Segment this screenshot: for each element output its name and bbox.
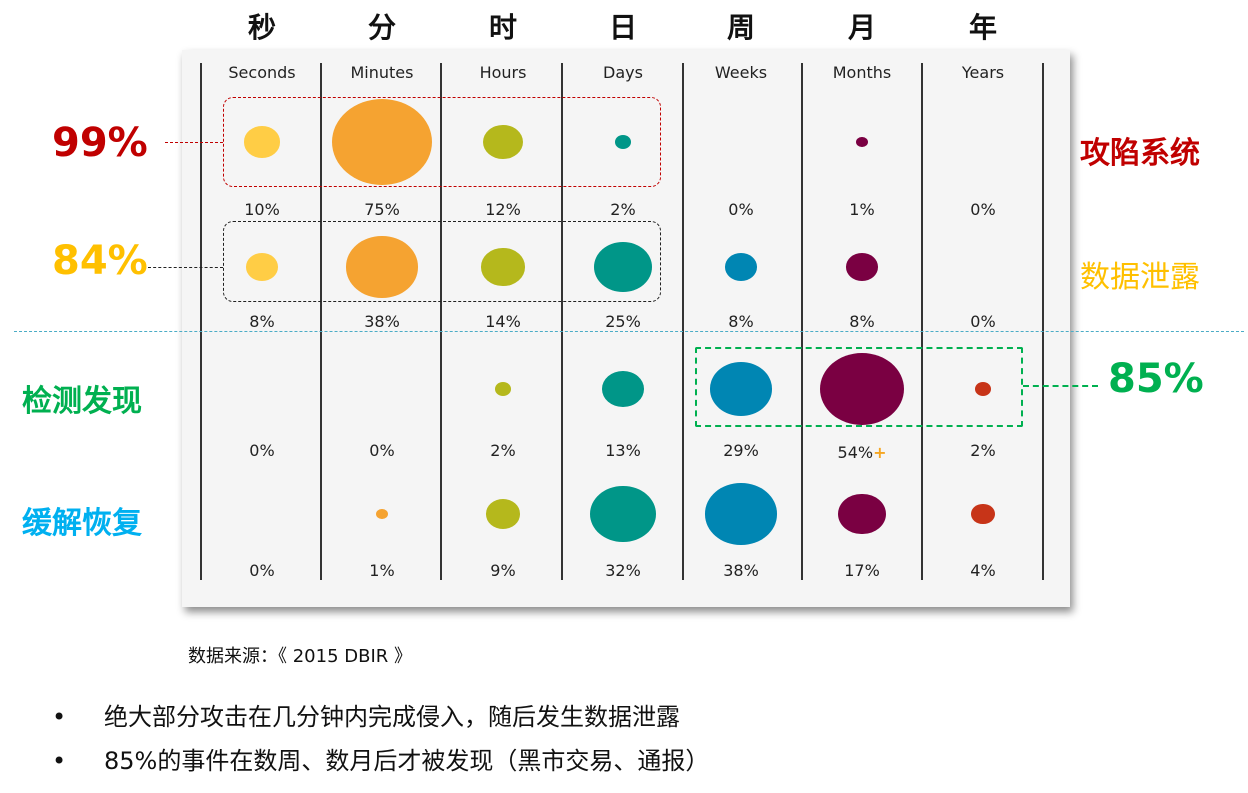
bubble-攻陷系统-seconds: [243, 126, 281, 158]
column-divider: [921, 63, 923, 580]
bubble-数据泄露-days: [594, 242, 652, 292]
value-label: 4%: [970, 561, 996, 580]
value-label: 0%: [249, 561, 275, 580]
bubble-缓解恢复-days: [590, 485, 656, 543]
value-label: 17%: [844, 561, 880, 580]
compromise-label: 攻陷系统: [1080, 136, 1200, 171]
exfiltration-label: 数据泄露: [1080, 260, 1200, 295]
bubble-缓解恢复-minutes: [376, 509, 388, 519]
bubble-缓解恢复-weeks: [705, 483, 777, 545]
bullet-item-2: • 85%的事件在数周、数月后才被发现（黑市交易、通报）: [52, 741, 709, 776]
bubble-数据泄露-hours: [481, 248, 525, 286]
exfiltration-highlight-box: [223, 221, 661, 302]
compromise-connector: [165, 142, 223, 143]
value-label: 0%: [369, 441, 395, 460]
data-source-note: 数据来源：《 2015 DBIR 》: [188, 646, 412, 667]
discovery-connector: [1023, 385, 1098, 387]
bubble-数据泄露-weeks: [724, 252, 758, 282]
value-label: 14%: [485, 312, 521, 331]
bubble-检测发现-months: [819, 352, 905, 426]
exfiltration-percent: 84%: [52, 238, 148, 284]
bubble-攻陷系统-months: [856, 137, 868, 147]
phase-divider-line: [14, 331, 1244, 332]
discovery-label: 检测发现: [22, 384, 142, 419]
bullet-dot: •: [52, 703, 67, 731]
value-label: 8%: [849, 312, 875, 331]
value-label: 8%: [249, 312, 275, 331]
bubble-攻陷系统-hours: [483, 124, 523, 160]
column-divider: [320, 63, 322, 580]
value-label: 1%: [849, 200, 875, 219]
value-label: 38%: [723, 561, 759, 580]
time-unit-cn-weeks: 周: [726, 11, 755, 44]
bullet-item-1: • 绝大部分攻击在几分钟内完成侵入，随后发生数据泄露: [52, 697, 680, 732]
column-header-minutes: Minutes: [350, 63, 414, 82]
column-divider: [440, 63, 442, 580]
discovery-percent: 85%: [1108, 356, 1204, 402]
time-unit-cn-minutes: 分: [367, 11, 396, 44]
value-label: 25%: [605, 312, 641, 331]
column-divider: [200, 63, 202, 580]
value-label: 0%: [249, 441, 275, 460]
value-label: 10%: [244, 200, 280, 219]
value-label: 12%: [485, 200, 521, 219]
bullet-text: 85%的事件在数周、数月后才被发现（黑市交易、通报）: [104, 747, 710, 775]
bubble-数据泄露-seconds: [245, 252, 279, 282]
value-label: 2%: [490, 441, 516, 460]
bubble-攻陷系统-minutes: [332, 99, 432, 185]
bullet-text: 绝大部分攻击在几分钟内完成侵入，随后发生数据泄露: [104, 703, 680, 731]
value-label: 0%: [970, 200, 996, 219]
column-header-seconds: Seconds: [228, 63, 296, 82]
column-divider: [561, 63, 563, 580]
bubble-攻陷系统-days: [614, 134, 632, 149]
compromise-percent: 99%: [52, 120, 148, 166]
bubble-数据泄露-minutes: [346, 236, 418, 298]
compromise-highlight-box: [223, 97, 661, 187]
bubble-数据泄露-months: [845, 252, 879, 282]
value-label: 13%: [605, 441, 641, 460]
column-divider: [801, 63, 803, 580]
bullet-dot: •: [52, 747, 67, 775]
time-unit-cn-seconds: 秒: [247, 11, 276, 44]
bubble-缓解恢复-hours: [485, 499, 521, 529]
value-label: 32%: [605, 561, 641, 580]
value-label: 29%: [723, 441, 759, 460]
value-label: 0%: [728, 200, 754, 219]
bubble-检测发现-hours: [494, 381, 512, 396]
time-unit-cn-hours: 时: [488, 11, 517, 44]
column-header-hours: Hours: [479, 63, 527, 82]
discovery-highlight-box: [695, 347, 1023, 427]
bubble-检测发现-weeks: [709, 362, 773, 416]
exfiltration-connector: [148, 267, 223, 268]
value-label: 0%: [970, 312, 996, 331]
value-label: 2%: [970, 441, 996, 460]
value-label: 9%: [490, 561, 516, 580]
plus-marker: +: [873, 443, 887, 462]
bubble-检测发现-years: [974, 381, 992, 396]
column-header-months: Months: [832, 63, 892, 82]
bubble-缓解恢复-years: [971, 504, 995, 524]
value-label: 38%: [364, 312, 400, 331]
column-divider: [682, 63, 684, 580]
column-header-days: Days: [603, 63, 643, 82]
time-unit-cn-months: 月: [847, 11, 876, 44]
time-unit-cn-years: 年: [968, 11, 997, 44]
value-label: 2%: [610, 200, 636, 219]
column-header-weeks: Weeks: [714, 63, 768, 82]
value-label: 1%: [369, 561, 395, 580]
column-header-years: Years: [961, 63, 1005, 82]
value-label: 8%: [728, 312, 754, 331]
bubble-缓解恢复-months: [838, 493, 886, 535]
containment-label: 缓解恢复: [22, 506, 142, 541]
bubble-检测发现-days: [602, 371, 644, 407]
value-label: 75%: [364, 200, 400, 219]
column-divider: [1042, 63, 1044, 580]
time-unit-cn-days: 日: [608, 11, 637, 44]
value-label: 54%+: [837, 443, 887, 462]
